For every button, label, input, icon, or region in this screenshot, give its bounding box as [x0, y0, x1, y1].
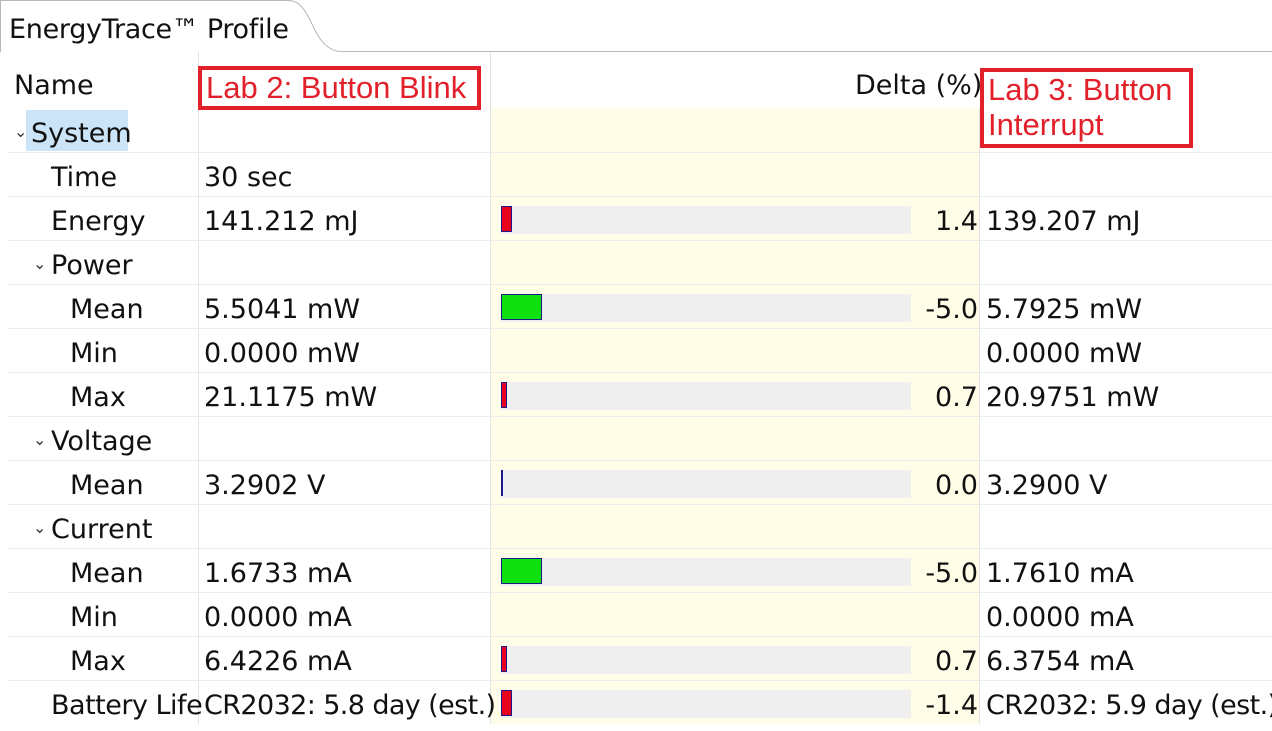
- table-row-current[interactable]: ⌄ Current: [8, 505, 1272, 549]
- lab3-value: CR2032: 5.9 day (est.): [986, 690, 1272, 721]
- annotation-lab2: Lab 2: Button Blink: [198, 66, 481, 110]
- delta-bar-track: [501, 690, 911, 718]
- table-row-power-max[interactable]: Max 21.1175 mW 0.7 20.9751 mW: [8, 373, 1272, 417]
- row-label: Max: [70, 646, 126, 677]
- row-label: Mean: [70, 294, 144, 325]
- table-row-current-min[interactable]: Min 0.0000 mA 0.0000 mA: [8, 593, 1272, 637]
- lab3-value: 1.7610 mA: [986, 558, 1134, 589]
- lab3-value: 0.0000 mA: [986, 602, 1134, 633]
- delta-bar: [501, 470, 503, 496]
- chevron-down-icon[interactable]: ⌄: [33, 518, 47, 537]
- row-label: Energy: [51, 206, 146, 237]
- delta-value: 0.0: [935, 470, 978, 501]
- lab2-value: 0.0000 mA: [204, 602, 352, 633]
- row-label: Min: [70, 602, 118, 633]
- delta-value: -5.0: [925, 294, 978, 325]
- table-row-power-min[interactable]: Min 0.0000 mW 0.0000 mW: [8, 329, 1272, 373]
- tab-shape: [0, 0, 1272, 52]
- table-row-power-mean[interactable]: Mean 5.5041 mW -5.0 5.7925 mW: [8, 285, 1272, 329]
- lab2-value: 5.5041 mW: [204, 294, 361, 325]
- lab3-value: 0.0000 mW: [986, 338, 1143, 369]
- table-row-time[interactable]: Time 30 sec: [8, 153, 1272, 197]
- row-label: Voltage: [51, 426, 153, 457]
- lab2-value: 141.212 mJ: [204, 206, 359, 237]
- lab2-value: 30 sec: [204, 162, 293, 193]
- column-divider[interactable]: [198, 52, 199, 724]
- annotation-lab3-line1: Lab 3: Button: [988, 72, 1173, 107]
- delta-bar-track: [501, 206, 911, 234]
- row-label: Current: [51, 514, 153, 545]
- delta-value: 1.4: [935, 206, 978, 237]
- lab2-value: 0.0000 mW: [204, 338, 361, 369]
- column-header-delta[interactable]: Delta (%): [855, 70, 983, 101]
- delta-bar-track: [501, 646, 911, 674]
- delta-bar: [501, 646, 507, 672]
- row-label: Battery Life: [51, 690, 203, 721]
- delta-bar-track: [501, 294, 911, 322]
- table-row-energy[interactable]: Energy 141.212 mJ 1.4 139.207 mJ: [8, 197, 1272, 241]
- chevron-down-icon[interactable]: ⌄: [33, 430, 47, 449]
- lab3-value: 5.7925 mW: [986, 294, 1143, 325]
- lab2-value: 6.4226 mA: [204, 646, 352, 677]
- row-label: Mean: [70, 470, 144, 501]
- lab2-value: 3.2902 V: [204, 470, 326, 501]
- lab3-value: 139.207 mJ: [986, 206, 1141, 237]
- table-row-power[interactable]: ⌄ Power: [8, 241, 1272, 285]
- column-divider[interactable]: [490, 52, 491, 724]
- tab-energytrace-profile[interactable]: EnergyTrace™ Profile: [9, 14, 289, 45]
- delta-bar-track: [501, 382, 911, 410]
- delta-bar: [501, 382, 507, 408]
- row-label: Max: [70, 382, 126, 413]
- row-label: Mean: [70, 558, 144, 589]
- selection-highlight: [26, 110, 128, 151]
- annotation-lab3: Lab 3: Button Interrupt: [980, 68, 1193, 148]
- lab2-value: CR2032: 5.8 day (est.): [204, 690, 496, 721]
- table-row-current-max[interactable]: Max 6.4226 mA 0.7 6.3754 mA: [8, 637, 1272, 681]
- tab-bar: EnergyTrace™ Profile: [0, 0, 1272, 52]
- table-row-system[interactable]: ⌄ System: [8, 109, 1272, 153]
- column-header-name[interactable]: Name: [14, 70, 94, 101]
- delta-bar-track: [501, 558, 911, 586]
- row-label: System: [31, 118, 132, 149]
- delta-bar-track: [501, 470, 911, 498]
- delta-value: 0.7: [935, 382, 978, 413]
- chevron-down-icon[interactable]: ⌄: [14, 122, 28, 141]
- lab2-value: 1.6733 mA: [204, 558, 352, 589]
- row-label: Min: [70, 338, 118, 369]
- table-row-voltage-mean[interactable]: Mean 3.2902 V 0.0 3.2900 V: [8, 461, 1272, 505]
- table-row-current-mean[interactable]: Mean 1.6733 mA -5.0 1.7610 mA: [8, 549, 1272, 593]
- lab3-value: 3.2900 V: [986, 470, 1108, 501]
- delta-bar: [501, 294, 542, 320]
- row-label: Power: [51, 250, 133, 281]
- delta-bar: [501, 690, 512, 716]
- table-row-voltage[interactable]: ⌄ Voltage: [8, 417, 1272, 461]
- delta-bar: [501, 558, 542, 584]
- annotation-lab3-line2: Interrupt: [988, 107, 1104, 142]
- chevron-down-icon[interactable]: ⌄: [33, 254, 47, 273]
- delta-value: 0.7: [935, 646, 978, 677]
- lab3-value: 20.9751 mW: [986, 382, 1160, 413]
- lab3-value: 6.3754 mA: [986, 646, 1134, 677]
- delta-value: -5.0: [925, 558, 978, 589]
- table-row-battery-life[interactable]: Battery Life CR2032: 5.8 day (est.) -1.4…: [8, 681, 1272, 725]
- delta-value: -1.4: [925, 690, 978, 721]
- annotation-lab2-text: Lab 2: Button Blink: [206, 70, 467, 105]
- delta-bar: [501, 206, 512, 232]
- row-label: Time: [51, 162, 118, 193]
- lab2-value: 21.1175 mW: [204, 382, 378, 413]
